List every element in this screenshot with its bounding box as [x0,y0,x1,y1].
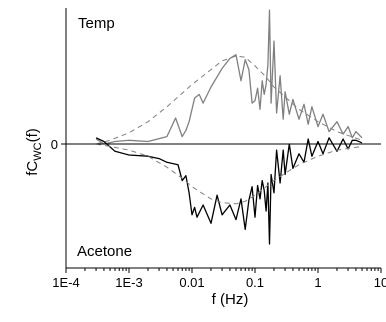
y-axis-label-sub: WC [32,142,44,160]
series-line-0 [95,9,363,145]
y-tick-label: 0 [51,137,58,152]
y-axis-label-tail: (f) [24,128,41,142]
y-axis-label: fCWC(f) [24,128,44,176]
x-tick-label: 1E-3 [115,275,142,290]
y-ticks: 0 [51,137,66,152]
x-tick-label: 0.01 [179,275,204,290]
x-axis-label: f (Hz) [212,291,249,308]
x-tick-label: 0.1 [246,275,264,290]
annotation-acetone: Acetone [77,243,132,260]
y-axis-label-main: fC [24,161,41,176]
plot-lines [95,9,363,245]
series-line-3 [96,143,363,205]
series-line-1 [95,55,363,145]
annotation-temp: Temp [78,15,115,32]
x-tick-label: 1 [314,275,321,290]
x-tick-label: 1E-4 [52,275,79,290]
x-tick-label: 10 [374,275,386,290]
x-ticks: 1E-4 1E-3 0.01 0.1 1 10 [52,268,386,290]
series-line-2 [95,137,363,245]
